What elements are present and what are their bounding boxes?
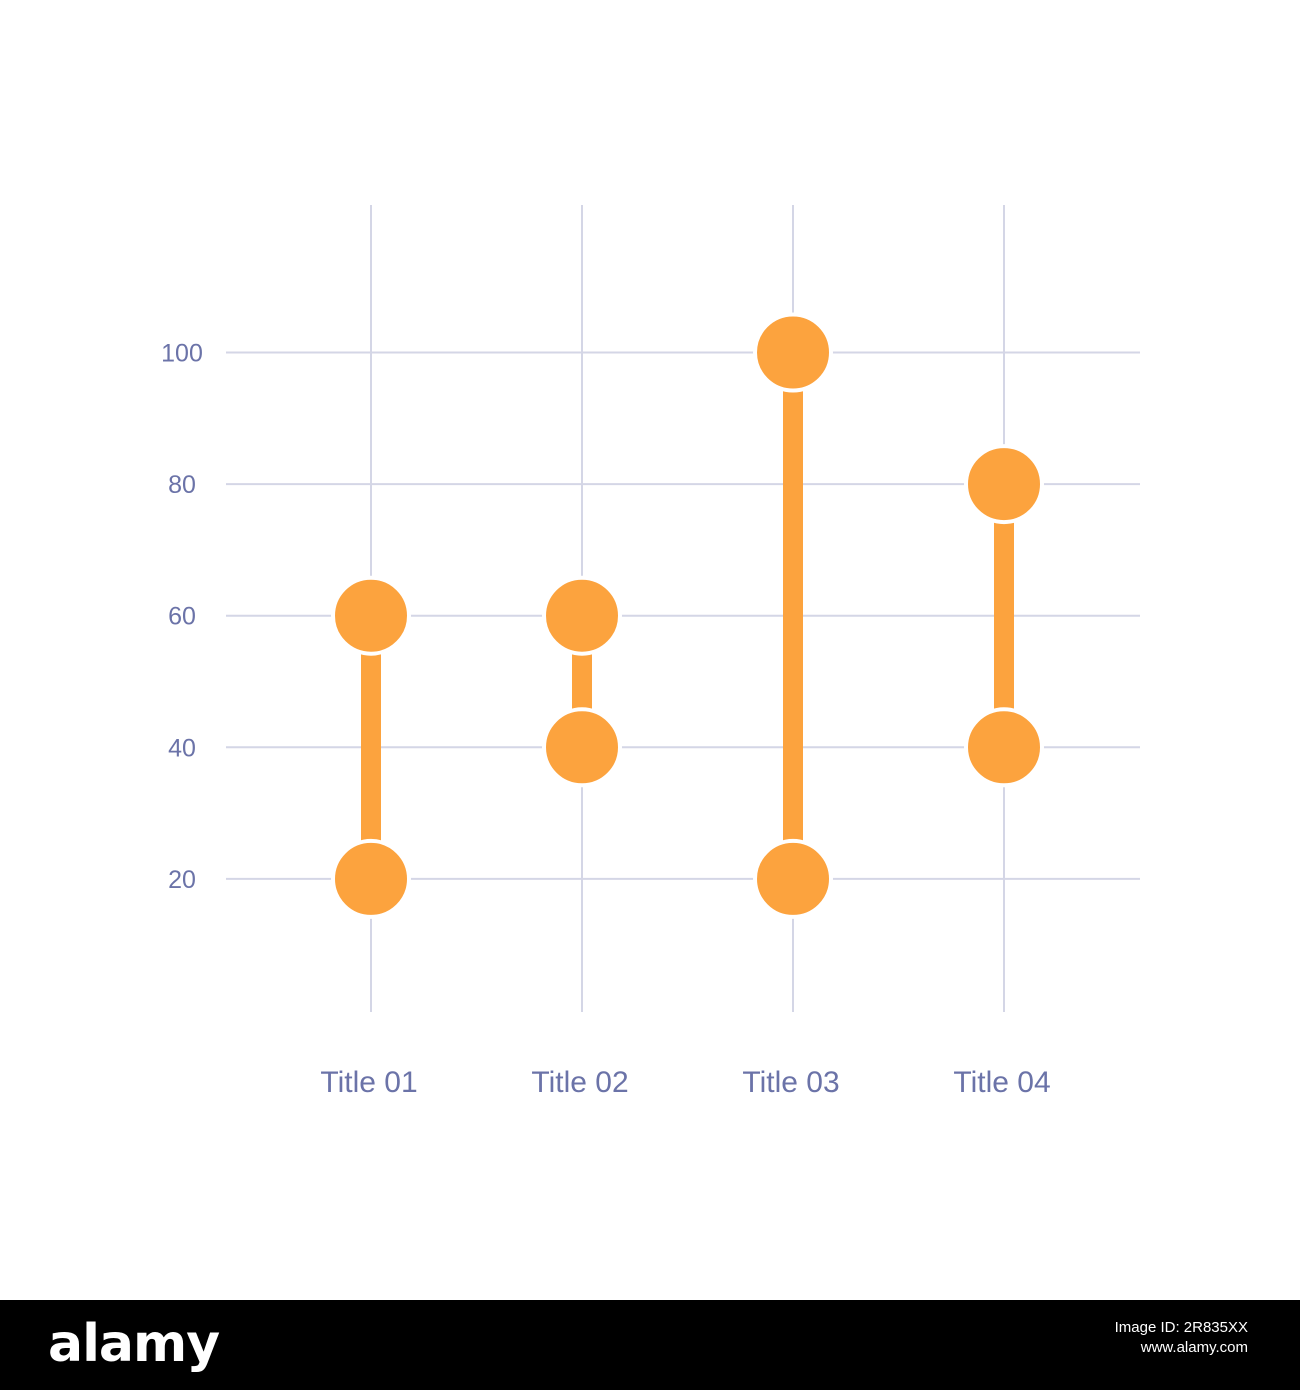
x-tick-label: Title 04 <box>953 1066 1050 1099</box>
range-low-marker <box>331 838 411 919</box>
y-tick-label: 80 <box>168 471 196 499</box>
alamy-logo: alamy <box>48 1314 220 1374</box>
y-tick-label: 20 <box>168 866 196 894</box>
image-id-block: Image ID: 2R835XX www.alamy.com <box>1115 1318 1248 1358</box>
range-high-marker <box>331 575 411 656</box>
site-url: www.alamy.com <box>1140 1339 1248 1356</box>
chart-canvas: 20 40 60 80 100 Title 01 Title 02 Title 03 Title… <box>161 205 1140 1099</box>
y-tick-label: 100 <box>161 340 203 368</box>
range-high-marker <box>542 575 622 656</box>
range-chart: 20 40 60 80 100 Title 01 Title 02 Title 03 Title… <box>161 205 1140 1099</box>
range-low-marker <box>753 838 833 919</box>
range-stem <box>994 484 1014 748</box>
watermark-footer: alamy Image ID: 2R835XX www.alamy.com <box>0 1300 1300 1390</box>
image-id: Image ID: 2R835XX <box>1114 1319 1248 1336</box>
y-tick-label: 60 <box>168 603 196 631</box>
range-low-marker <box>542 707 622 788</box>
y-tick-label: 40 <box>168 734 196 762</box>
x-tick-label: Title 01 <box>320 1066 417 1099</box>
range-low-marker <box>964 707 1044 788</box>
x-tick-label: Title 02 <box>531 1066 628 1099</box>
range-stem <box>783 352 803 879</box>
x-tick-label: Title 03 <box>742 1066 839 1099</box>
range-high-marker <box>964 444 1044 525</box>
range-high-marker <box>753 312 833 393</box>
range-stem <box>361 615 381 879</box>
